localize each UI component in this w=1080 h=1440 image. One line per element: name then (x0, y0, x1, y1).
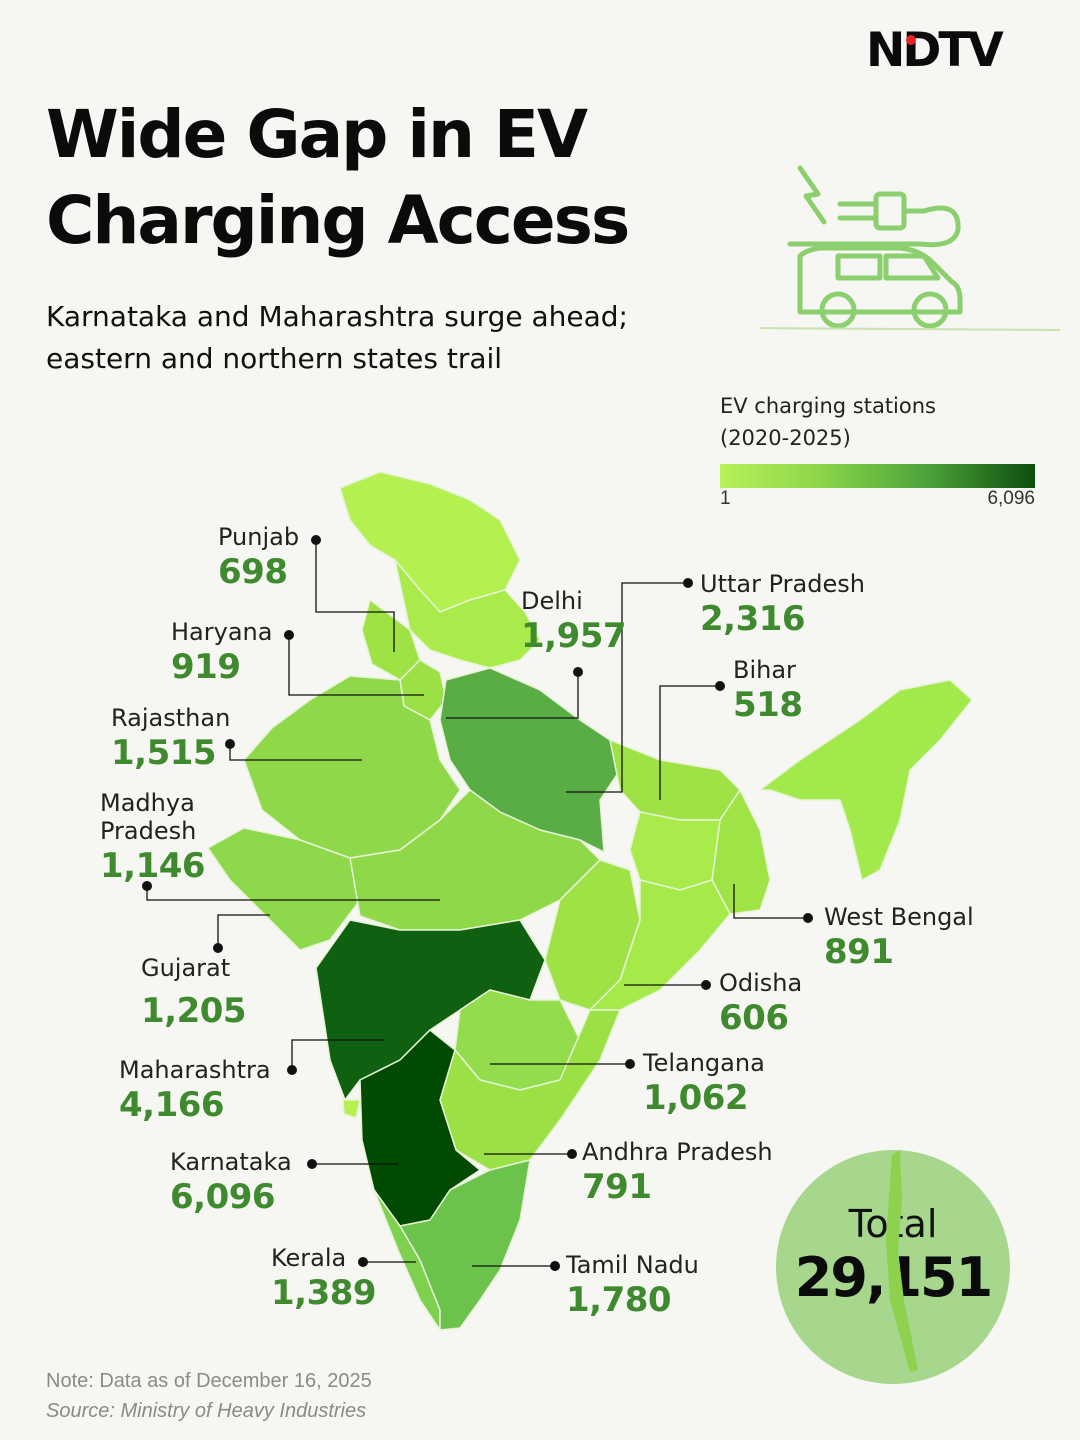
state-value: 1,389 (271, 1273, 377, 1313)
title-line-1: Wide Gap in EV (46, 96, 588, 173)
svg-text:NDTV: NDTV (866, 26, 1004, 72)
legend-title-line-2: (2020-2025) (720, 426, 851, 450)
page-subtitle: Karnataka and Maharashtra surge ahead; e… (46, 296, 766, 380)
state-name: Rajasthan (111, 704, 231, 732)
state-name: Gujarat (141, 954, 231, 982)
uttar-pradesh-region (439, 667, 621, 853)
leader-dots (142, 535, 813, 1271)
state-value: 791 (582, 1167, 652, 1207)
legend-min-label: 1 (720, 488, 731, 509)
state-name-line-2: Pradesh (100, 817, 197, 845)
jammu-kashmir-region (339, 471, 521, 613)
state-value: 2,316 (700, 599, 806, 639)
callout-kerala: Kerala 1,389 (271, 1244, 377, 1314)
state-value: 518 (733, 685, 803, 725)
legend-gradient-bar (720, 464, 1035, 488)
state-name: Haryana (171, 618, 273, 646)
callout-karnataka: Karnataka 6,096 (170, 1148, 292, 1218)
callout-madhya-pradesh: Madhya Pradesh 1,146 (100, 789, 206, 887)
state-value: 919 (171, 647, 241, 687)
state-name: Delhi (521, 587, 583, 615)
state-name: Uttar Pradesh (700, 570, 865, 598)
legend-title: EV charging stations (2020-2025) (720, 390, 1040, 454)
callout-bihar: Bihar 518 (733, 656, 803, 726)
callout-west-bengal: West Bengal 891 (824, 903, 974, 973)
bihar-region (609, 739, 741, 821)
state-value: 698 (218, 552, 288, 592)
callout-gujarat: Gujarat 1,205 (141, 954, 247, 1032)
state-value: 1,515 (111, 733, 217, 773)
ev-car-plug-icon (760, 165, 1060, 331)
logo-red-dot (906, 35, 916, 45)
callout-uttar-pradesh: Uttar Pradesh 2,316 (700, 570, 865, 640)
subtitle-line-1: Karnataka and Maharashtra surge ahead; (46, 300, 628, 333)
andaman-islands-overlay (886, 1150, 918, 1372)
title-line-2: Charging Access (46, 182, 630, 259)
callout-telangana: Telangana 1,062 (643, 1049, 765, 1119)
state-value: 1,205 (141, 991, 247, 1031)
jharkhand-region (629, 811, 721, 891)
state-value: 1,780 (566, 1280, 672, 1320)
northeast-region (759, 679, 973, 881)
state-value: 606 (719, 998, 789, 1038)
state-name: Punjab (218, 523, 300, 551)
source-credit: Source: Ministry of Heavy Industries (46, 1400, 367, 1422)
state-value: 1,957 (521, 616, 627, 656)
goa-region (342, 1099, 361, 1119)
state-name: Andhra Pradesh (582, 1138, 773, 1166)
page-title: Wide Gap in EV Charging Access (46, 92, 806, 264)
callout-maharashtra: Maharashtra 4,166 (119, 1056, 271, 1126)
state-value: 1,146 (100, 846, 206, 886)
state-name: Karnataka (170, 1148, 292, 1176)
tamil-nadu-region (399, 1159, 531, 1331)
callout-delhi: Delhi 1,957 (521, 587, 627, 657)
state-value: 6,096 (170, 1177, 276, 1217)
callout-odisha: Odisha 606 (719, 969, 802, 1039)
himachal-uttarakhand-region (394, 559, 541, 669)
state-value: 1,062 (643, 1078, 749, 1118)
state-value: 4,166 (119, 1085, 225, 1125)
state-name: Tamil Nadu (566, 1251, 699, 1279)
state-name: Odisha (719, 969, 803, 997)
callout-haryana: Haryana 919 (171, 618, 272, 688)
ndtv-logo: NDTV (866, 26, 1007, 72)
legend-title-line-1: EV charging stations (720, 394, 936, 418)
state-value: 891 (824, 932, 894, 972)
callout-rajasthan: Rajasthan 1,515 (111, 704, 230, 774)
callout-punjab: Punjab 698 (218, 523, 299, 593)
state-name-line-1: Madhya (100, 789, 195, 817)
state-name: Bihar (733, 656, 796, 684)
odisha-region (589, 879, 731, 1011)
color-legend: EV charging stations (2020-2025) 1 6,096 (720, 390, 1040, 509)
gujarat-region (207, 827, 361, 951)
subtitle-line-2: eastern and northern states trail (46, 342, 503, 375)
state-name: Maharashtra (119, 1056, 271, 1084)
state-name: Kerala (271, 1244, 347, 1272)
legend-max-label: 6,096 (987, 488, 1035, 509)
footnote: Note: Data as of December 16, 2025 (46, 1370, 372, 1392)
state-name: Telangana (643, 1049, 765, 1077)
callout-tamil-nadu: Tamil Nadu 1,780 (566, 1251, 699, 1321)
state-name: West Bengal (824, 903, 974, 931)
callout-andhra-pradesh: Andhra Pradesh 791 (582, 1138, 773, 1208)
